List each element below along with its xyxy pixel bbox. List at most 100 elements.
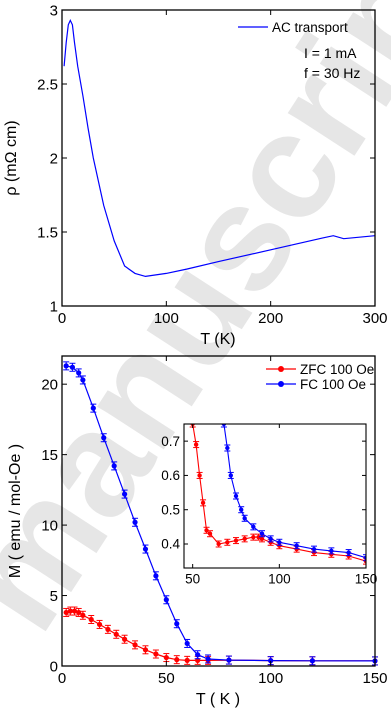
fc-series-point: [205, 656, 211, 662]
magnetization-x-tick-label: 0: [58, 670, 66, 687]
resistivity-y-tick-label: 2.5: [37, 76, 58, 93]
resistivity-x-axis-label: T (K): [200, 331, 235, 348]
legend-label-zfc: ZFC 100 Oe: [300, 362, 374, 377]
resistivity-series: [63, 18, 376, 278]
current-annotation: I = 1 mA: [304, 45, 357, 61]
inset-series: [189, 424, 366, 565]
inset-fc-series-point: [259, 531, 265, 536]
inset-zfc-series-point: [259, 536, 265, 542]
resistivity-chart: 0 100 200 300 1 1.5 2 2.5 3 ρ (mΩ cm) T (K) AC t…: [3, 2, 388, 348]
fc-series-point: [69, 364, 76, 370]
legend-label-fc: FC 100 Oe: [300, 377, 366, 392]
fc-series-point: [90, 405, 96, 411]
inset-y-tick-label: 0.4: [161, 537, 180, 552]
inset-y-tick-label: 0.6: [161, 468, 180, 483]
ac-transport-series-line: [63, 18, 376, 278]
inset-x-tick-label: 150: [355, 572, 378, 587]
resistivity-y-tick-label: 3: [50, 2, 58, 19]
magnetization-ticks: 0 50 100 150 0 5 10 15 20: [41, 356, 388, 687]
magnetization-series: [63, 361, 378, 666]
magnetization-y-tick-label: 5: [50, 588, 58, 605]
fc-series-point: [101, 435, 107, 441]
zfc-series-point: [96, 621, 103, 628]
fc-series-point: [142, 546, 149, 552]
inset-fc-series-point: [346, 550, 351, 555]
zfc-series-point: [80, 612, 86, 618]
fc-series-point: [122, 491, 128, 497]
fc-series-line: [66, 365, 376, 662]
fc-series-point: [309, 658, 315, 664]
fc-series-point: [63, 363, 69, 369]
resistivity-ticks: 0 100 200 300 1 1.5 2 2.5 3: [37, 2, 387, 327]
fc-series-point: [132, 519, 138, 525]
resistivity-x-tick-label: 100: [154, 310, 179, 327]
magnetization-y-tick-label: 15: [41, 447, 58, 464]
zfc-series-point: [153, 651, 159, 657]
inset-y-tick-label: 0.5: [161, 502, 180, 517]
inset-zfc-series-point: [251, 534, 256, 540]
inset-fc-series-point: [225, 445, 230, 451]
zfc-series-point: [142, 647, 149, 653]
inset-fc-series-point: [268, 536, 273, 542]
inset-fc-series-point: [228, 473, 233, 478]
inset-fc-series-point: [251, 524, 256, 530]
zfc-series-point: [132, 642, 138, 648]
resistivity-y-axis-label: ρ (mΩ cm): [3, 120, 20, 195]
inset-fc-series-point: [294, 543, 299, 548]
magnetization-y-tick-label: 20: [41, 376, 58, 393]
fc-series-point: [111, 463, 117, 469]
magnetization-plot-frame: [61, 355, 376, 667]
fc-series-point: [174, 621, 180, 627]
inset-fc-series-point: [242, 516, 247, 521]
zfc-series-point: [67, 608, 73, 614]
inset-zfc-series-point: [193, 442, 199, 447]
zfc-series-line: [65, 610, 376, 662]
zfc-series-point: [88, 616, 94, 623]
zfc-series-point: [71, 608, 78, 614]
inset-fc-series-point: [311, 546, 317, 552]
inset-chart: 50 100 150 0.4 0.5 0.6 0.7: [161, 423, 377, 587]
inset-ticks: 50 100 150 0.4 0.5 0.6 0.7: [161, 424, 377, 587]
zfc-series-point: [174, 657, 180, 663]
inset-zfc-series-point: [233, 538, 239, 543]
fc-series-point: [76, 370, 82, 376]
inset-x-tick-label: 50: [185, 572, 200, 587]
inset-plot-frame: [183, 423, 367, 569]
inset-zfc-series-point: [225, 540, 230, 545]
inset-fc-series-point: [277, 540, 282, 545]
inset-zfc-series-point: [216, 541, 221, 547]
magnetization-x-tick-label: 50: [158, 670, 175, 687]
fc-series-point: [80, 377, 86, 383]
magnetization-chart: 0 50 100 150 0 5 10 15 20 M ( emu / mol-Oe ) T (…: [7, 355, 388, 708]
inset-zfc-series-point: [204, 528, 209, 533]
zfc-series-point: [113, 631, 119, 637]
fc-series-point: [195, 652, 201, 658]
magnetization-y-tick-label: 10: [41, 517, 58, 534]
resistivity-x-tick-label: 0: [58, 310, 66, 327]
inset-x-tick-label: 100: [268, 572, 291, 587]
zfc-series-point: [184, 657, 190, 663]
magnetization-y-axis-label: M ( emu / mol-Oe ): [7, 444, 24, 578]
resistivity-y-tick-label: 1.5: [37, 224, 58, 241]
inset-fc-series-point: [329, 548, 334, 554]
inset-fc-series-point: [233, 493, 239, 499]
magnetization-x-tick-label: 150: [362, 670, 387, 687]
inset-zfc-series-point: [207, 531, 213, 536]
inset-y-tick-label: 0.7: [161, 434, 180, 449]
fc-series-point: [184, 640, 190, 647]
magnetization-y-tick-label: 0: [50, 658, 58, 675]
zfc-series-point: [122, 636, 128, 642]
magnetization-x-axis-label: T ( K ): [196, 691, 240, 708]
inset-fc-series-point: [239, 507, 244, 512]
magnetization-x-tick-label: 100: [258, 670, 283, 687]
legend-marker-zfc: [278, 366, 284, 372]
inset-zfc-series-point: [197, 473, 202, 478]
frequency-annotation: f = 30 Hz: [304, 65, 360, 81]
resistivity-x-tick-label: 300: [362, 310, 387, 327]
zfc-series-point: [105, 626, 111, 632]
resistivity-x-tick-label: 200: [258, 310, 283, 327]
zfc-series-point: [63, 609, 69, 616]
magnetization-legend: ZFC 100 Oe FC 100 Oe: [266, 362, 374, 392]
resistivity-legend: AC transport: [238, 20, 348, 35]
